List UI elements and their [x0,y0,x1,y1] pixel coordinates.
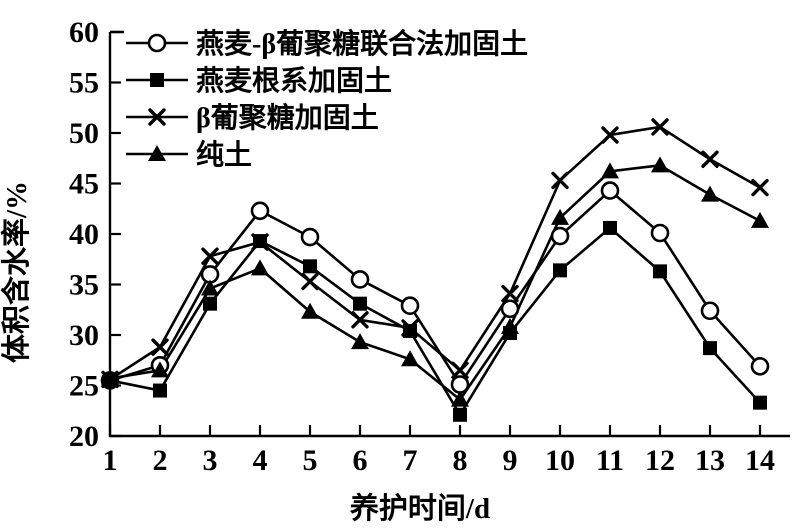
triangle-marker-icon [148,145,166,161]
triangle-marker-icon [201,279,219,296]
y-axis-title: 体积含水率/% [0,181,33,363]
triangle-marker-icon [651,156,669,173]
circle-marker-icon [250,201,270,221]
x-tick-label: 14 [745,444,775,477]
triangle-marker-icon [551,208,569,225]
x-tick-label: 8 [453,444,468,477]
triangle-marker-icon [751,211,769,228]
x-tick-label: 2 [153,444,168,477]
triangle-marker-icon [151,361,169,378]
legend-item-2: β葡聚糖加固土 [126,102,379,134]
square-marker-icon [150,73,164,87]
triangle-marker-icon [401,350,419,367]
x-tick-label: 3 [203,444,218,477]
triangle-marker-icon [701,185,719,202]
x-marker-icon [351,311,369,329]
y-tick-label: 25 [69,370,99,403]
square-marker-icon [553,263,567,278]
y-tick-label: 35 [69,269,99,302]
x-marker-icon [151,338,169,356]
square-marker-icon [453,407,467,422]
square-marker-icon [753,395,767,410]
square-marker-icon [353,296,367,311]
legend-label-0: 燕麦-β葡聚糖联合法加固土 [196,27,528,60]
x-marker-icon [301,272,319,291]
legend-label-1: 燕麦根系加固土 [196,65,392,97]
triangle-marker-icon [451,390,469,407]
x-marker-icon [701,150,719,168]
square-marker-icon [203,296,217,311]
square-marker-icon [703,341,717,356]
y-tick-label: 45 [69,168,99,201]
legend-label-3: 纯土 [196,139,252,171]
x-tick-label: 4 [253,444,268,477]
x-tick-label: 12 [645,444,675,477]
triangle-marker-icon [251,259,269,276]
x-tick-label: 5 [303,444,318,477]
x-marker-icon [148,108,166,126]
square-marker-icon [303,259,317,274]
x-tick-label: 1 [103,444,118,477]
x-axis-title: 养护时间/d [350,491,490,525]
y-tick-label: 30 [69,319,99,352]
square-marker-icon [653,264,667,279]
legend-item-0: 燕麦-β葡聚糖联合法加固土 [126,27,528,60]
x-marker-icon [551,171,569,190]
y-tick-label: 20 [69,420,99,453]
circle-marker-icon [400,296,420,316]
circle-marker-icon [350,270,370,289]
x-marker-icon [751,178,769,197]
square-marker-icon [403,323,417,338]
x-tick-label: 7 [403,444,418,477]
circle-marker-icon [750,357,770,376]
x-marker-icon [201,247,219,265]
square-marker-icon [153,383,167,398]
series-layer [100,118,770,422]
series-1-line [109,226,761,418]
y-tick-label: 40 [69,218,99,251]
y-tick-label: 60 [69,16,99,49]
x-tick-label: 10 [545,444,575,477]
legend-item-3: 纯土 [126,139,252,171]
triangle-marker-icon [601,162,619,179]
legend-item-1: 燕麦根系加固土 [126,65,392,97]
circle-marker-icon [450,375,470,394]
triangle-marker-icon [351,333,369,350]
x-marker-icon [501,284,519,303]
circle-marker-icon [500,299,520,319]
square-marker-icon [603,220,617,235]
x-marker-icon [651,118,669,136]
circle-marker-icon [700,301,720,321]
x-tick-label: 6 [353,444,368,477]
square-marker-icon [253,234,267,249]
series-3-line [109,163,761,402]
circle-marker-icon [650,223,670,243]
x-marker-icon [601,126,619,144]
circle-marker-icon [550,226,570,246]
circle-marker-icon [147,33,167,53]
triangle-marker-icon [501,317,519,334]
y-tick-label: 50 [69,117,99,150]
series-2-line [109,125,761,381]
triangle-marker-icon [301,302,319,319]
series-3-markers [101,156,769,407]
x-tick-label: 9 [503,444,518,477]
triangle-marker-icon [101,369,119,386]
x-tick-label: 11 [596,444,624,477]
circle-marker-icon [300,227,320,247]
x-tick-label: 13 [695,444,725,477]
circle-marker-icon [600,181,620,200]
x-marker-icon [451,361,469,380]
legend-label-2: β葡聚糖加固土 [196,102,379,134]
y-tick-label: 55 [69,67,99,100]
